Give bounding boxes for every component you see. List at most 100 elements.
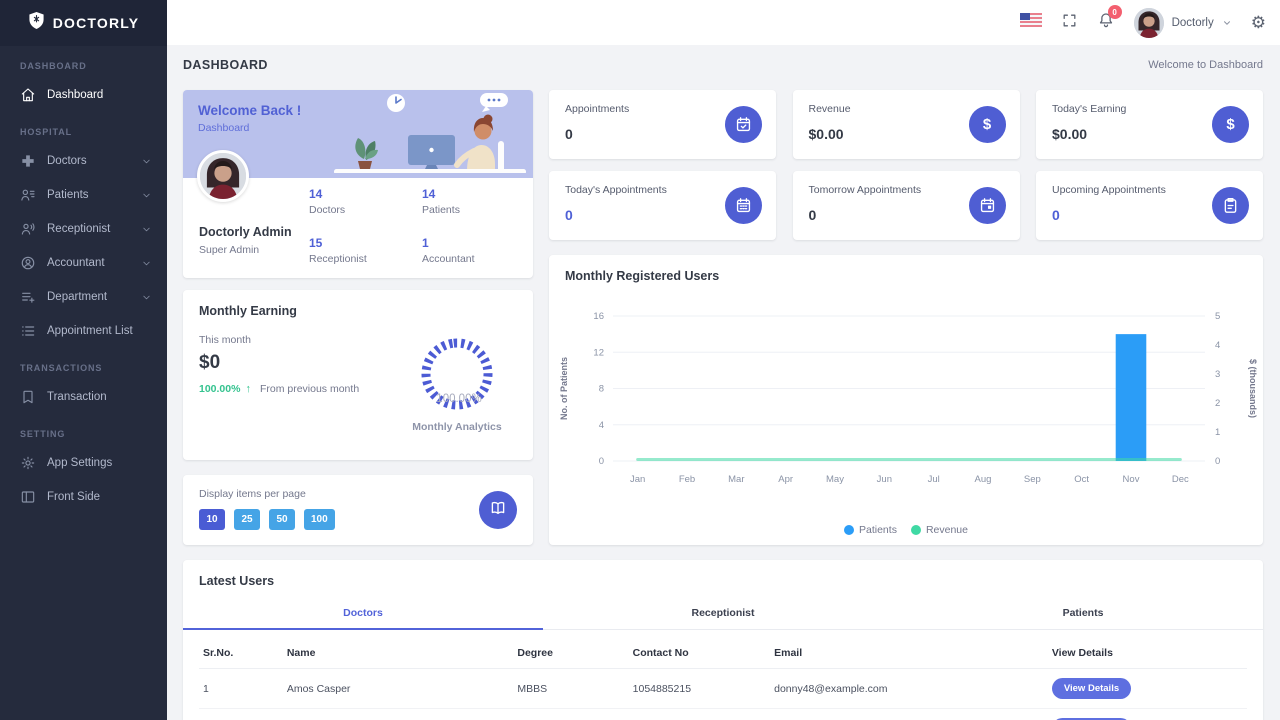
sidebar-item-front-side[interactable]: Front Side: [0, 480, 167, 514]
sidebar-item-appointment-list[interactable]: Appointment List: [0, 314, 167, 348]
tab-receptionist[interactable]: Receptionist: [691, 607, 755, 619]
admin-name: Doctorly Admin: [199, 225, 292, 239]
book-button[interactable]: [479, 491, 517, 529]
svg-text:4: 4: [599, 420, 604, 431]
home-icon: [20, 87, 36, 103]
svg-text:Oct: Oct: [1074, 474, 1089, 485]
fullscreen-button[interactable]: [1061, 12, 1078, 34]
view-details-button[interactable]: View Details: [1051, 678, 1132, 699]
monthly-earning-card: Monthly Earning This month $0 100.00% ↑ …: [183, 290, 533, 460]
table-cell: MBBS: [513, 708, 629, 720]
dollar-icon: $: [1212, 106, 1249, 143]
chevron-down-icon: [141, 190, 153, 201]
sidebar-item-label: Front Side: [47, 491, 101, 503]
stat-card-value: $0.00: [808, 126, 844, 142]
sidebar-item-label: Accountant: [47, 257, 105, 269]
svg-text:3: 3: [1215, 369, 1220, 380]
svg-text:Nov: Nov: [1123, 474, 1140, 485]
stat-card-revenue: Revenue $0.00 $: [792, 90, 1020, 159]
sidebar-item-label: Patients: [47, 189, 89, 201]
book-open-icon: [489, 499, 507, 522]
stat-card-upcoming-appointments: Upcoming Appointments 0: [1036, 171, 1263, 240]
table-cell: Amos Casper: [282, 668, 514, 709]
sidebar-item-label: Doctors: [47, 155, 87, 167]
page-size-10-button[interactable]: 10: [199, 509, 225, 530]
sidebar: DOCTORLY DASHBOARD Dashboard HOSPITAL Docto…: [0, 0, 167, 720]
stat-value: 1: [422, 236, 429, 250]
layout-icon: [20, 489, 36, 505]
table-cell: 1502829247: [628, 708, 771, 720]
svg-text:Dec: Dec: [1172, 474, 1189, 485]
svg-text:Aug: Aug: [975, 474, 992, 485]
svg-text:$ (thousands): $ (thousands): [1248, 359, 1257, 418]
sidebar-item-accountant[interactable]: Accountant: [0, 246, 167, 280]
language-flag-button[interactable]: [1019, 13, 1042, 32]
notifications-button[interactable]: 0: [1097, 5, 1122, 34]
gear-icon: [20, 455, 36, 471]
chart-legend: Patients Revenue: [549, 524, 1263, 536]
table-header-row: Sr.No. Name Degree Contact No Email View Deta…: [199, 638, 1247, 669]
sidebar-item-patients[interactable]: Patients: [0, 178, 167, 212]
settings-button[interactable]: ⚙: [1251, 14, 1266, 31]
chevron-down-icon: [141, 258, 153, 269]
page-size-25-button[interactable]: 25: [234, 509, 260, 530]
table-cell: Shanna Runolfsdottir: [282, 708, 514, 720]
svg-text:4: 4: [1215, 340, 1220, 351]
earning-change-note: From previous month: [259, 383, 360, 395]
us-flag-icon: [1019, 13, 1042, 32]
avatar: [1133, 7, 1164, 38]
admin-avatar: [197, 150, 249, 202]
sidebar-item-receptionist[interactable]: Receptionist: [0, 212, 167, 246]
profile-menu[interactable]: Doctorly: [1133, 7, 1232, 38]
table-cell: jkessler@example.net: [770, 708, 1048, 720]
brand-logo[interactable]: DOCTORLY: [0, 0, 167, 46]
stat-card-label: Today's Earning: [1052, 103, 1127, 115]
view-details-button[interactable]: View Details: [1051, 718, 1132, 720]
medical-cross-icon: [20, 153, 36, 169]
sidebar-section-label: DASHBOARD: [20, 61, 87, 71]
legend-item-patients[interactable]: Patients: [844, 524, 897, 536]
shield-logo-icon: [28, 11, 45, 35]
monthly-earning-title: Monthly Earning: [199, 304, 297, 318]
svg-text:Feb: Feb: [679, 474, 695, 485]
stat-value: 15: [309, 236, 323, 250]
chevron-down-icon: [1222, 18, 1232, 28]
stat-value: 14: [422, 187, 436, 201]
latest-users-tabs: Doctors Receptionist Patients: [183, 600, 1263, 630]
stat-cards-grid: Appointments 0 Revenue $0.00 $ Today's Earnin…: [549, 90, 1263, 240]
column-header: Contact No: [628, 638, 771, 669]
column-header: Email: [770, 638, 1048, 669]
sidebar-item-app-settings[interactable]: App Settings: [0, 446, 167, 480]
chart-title: Monthly Registered Users: [565, 269, 720, 283]
stat-card-value: 0: [1052, 207, 1060, 223]
list-icon: [20, 323, 36, 339]
page-size-100-button[interactable]: 100: [304, 509, 335, 530]
sidebar-nav: DASHBOARD Dashboard HOSPITAL Doctors Patient…: [0, 46, 167, 514]
latest-users-table: Sr.No. Name Degree Contact No Email View Deta…: [199, 638, 1247, 720]
sidebar-item-label: Dashboard: [47, 89, 104, 101]
sidebar-item-label: Appointment List: [47, 325, 133, 337]
tab-doctors[interactable]: Doctors: [183, 600, 543, 630]
welcome-stat-doctors: 14 Doctors: [309, 187, 422, 216]
sidebar-item-label: Transaction: [47, 391, 107, 403]
stat-card-label: Today's Appointments: [565, 184, 667, 196]
page-title: DASHBOARD: [183, 58, 268, 72]
svg-text:Jul: Jul: [928, 474, 940, 485]
sidebar-item-department[interactable]: Department: [0, 280, 167, 314]
sidebar-item-dashboard[interactable]: Dashboard: [0, 78, 167, 112]
earning-period: This month: [199, 334, 251, 346]
stat-card-label: Appointments: [565, 103, 630, 115]
legend-label: Patients: [859, 524, 897, 536]
chevron-down-icon: [141, 156, 153, 167]
chart-plot: 0 4 8 12 16 0 1 2 3 4 5 Jan Feb Mar Apr May Jun Jul Aug Sep…: [555, 291, 1258, 514]
page-size-50-button[interactable]: 50: [269, 509, 295, 530]
sidebar-section-label: HOSPITAL: [20, 127, 73, 137]
column-header: Sr.No.: [199, 638, 283, 669]
tab-patients[interactable]: Patients: [1062, 607, 1104, 619]
svg-text:2: 2: [1215, 398, 1220, 409]
arrow-up-icon: ↑: [245, 383, 251, 395]
svg-text:Sep: Sep: [1024, 474, 1041, 485]
sidebar-item-transaction[interactable]: Transaction: [0, 380, 167, 414]
legend-item-revenue[interactable]: Revenue: [910, 524, 968, 536]
sidebar-item-doctors[interactable]: Doctors: [0, 144, 167, 178]
